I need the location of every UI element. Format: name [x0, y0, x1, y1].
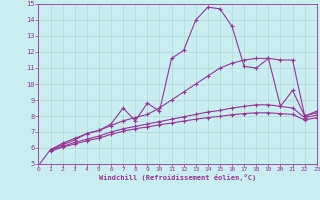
X-axis label: Windchill (Refroidissement éolien,°C): Windchill (Refroidissement éolien,°C) — [99, 174, 256, 181]
